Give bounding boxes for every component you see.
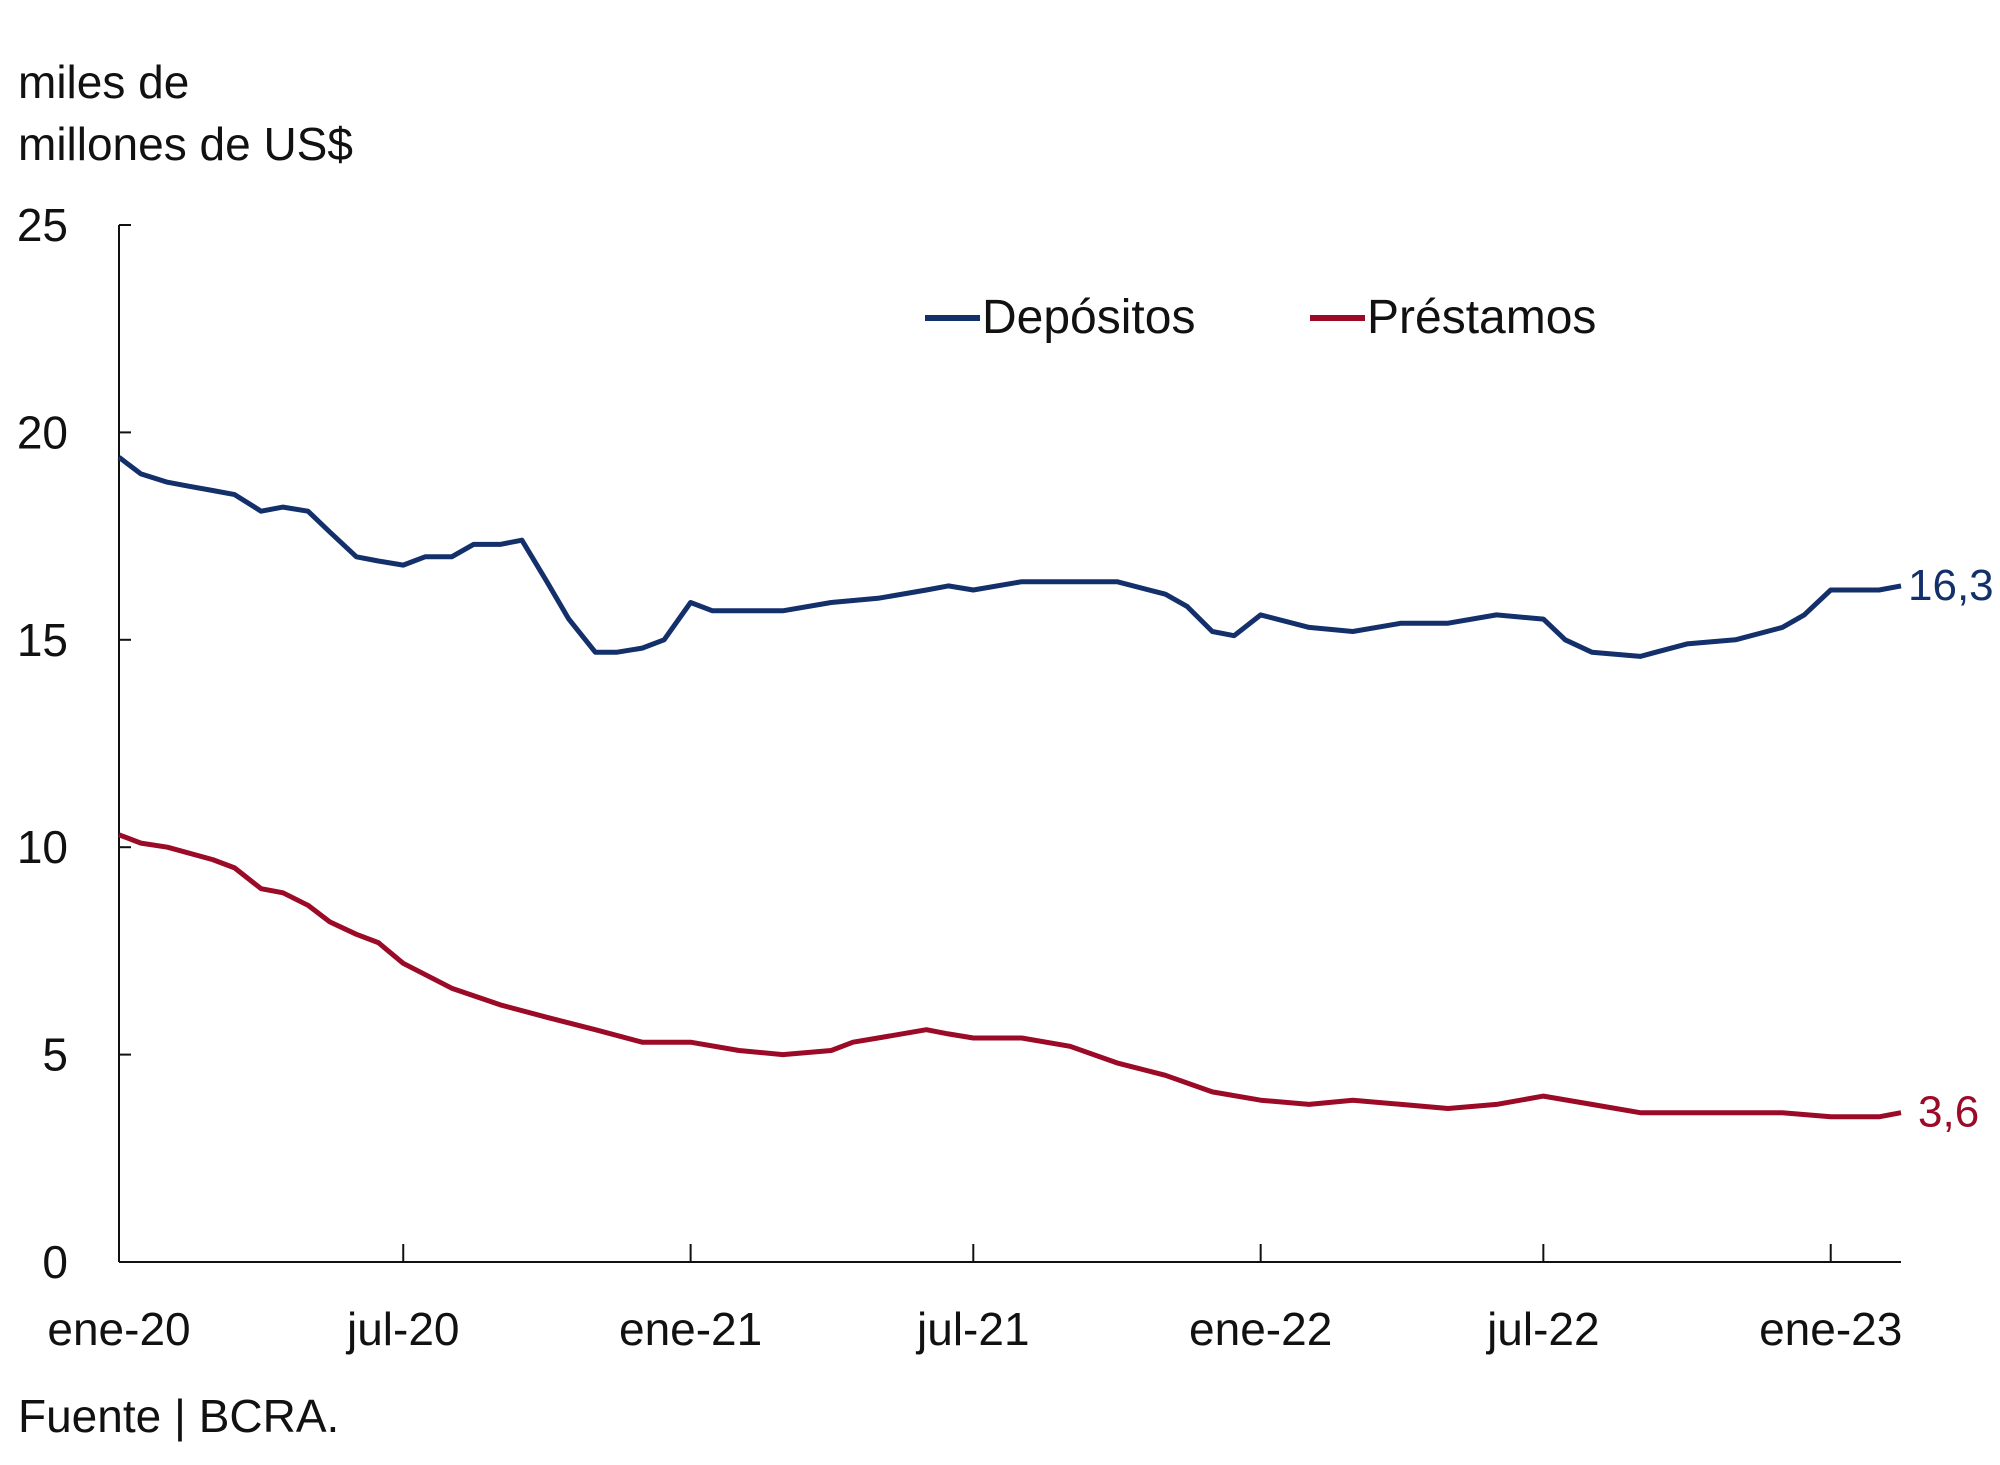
series-line-prestamos [118,832,1902,1120]
y-axis-label-line-1: miles de [18,56,189,108]
y-tick-label: 25 [17,199,68,251]
end-label-depositos: 16,3 [1908,561,1994,610]
x-tick-label: jul-22 [1485,1303,1600,1355]
source-note: Fuente | BCRA. [18,1390,339,1442]
x-tick-label: ene-22 [1189,1303,1332,1355]
y-axis-label-line-2: millones de US$ [18,118,353,170]
series-line-depositos [117,455,1902,659]
y-tick-label: 5 [42,1029,68,1081]
end-label-prestamos: 3,6 [1918,1088,1979,1137]
x-tick-label: jul-21 [915,1303,1030,1355]
y-tick-label: 20 [17,406,68,458]
y-tick-label: 0 [42,1236,68,1288]
y-tick-label: 15 [17,614,68,666]
y-tick-label: 10 [17,821,68,873]
legend-label-prestamos: Préstamos [1367,291,1596,344]
legend-label-depositos: Depósitos [982,291,1195,344]
x-tick-label: ene-21 [619,1303,762,1355]
x-tick-label: ene-20 [47,1303,190,1355]
legend: Depósitos Préstamos [925,291,1596,344]
x-tick-label: ene-23 [1759,1303,1902,1355]
x-tick-label: jul-20 [345,1303,460,1355]
